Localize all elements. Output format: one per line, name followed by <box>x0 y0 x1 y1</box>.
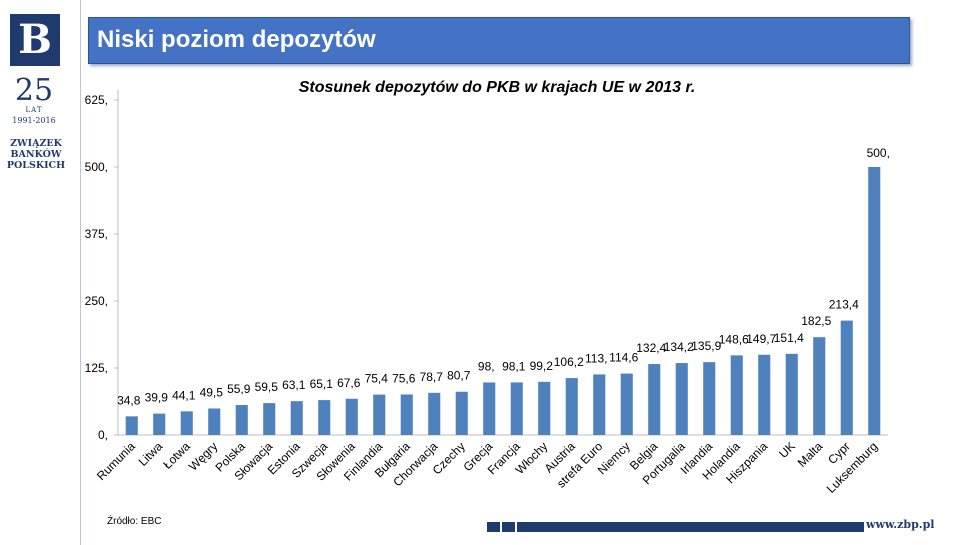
bar-Cypr <box>840 320 853 435</box>
x-tick-label: Luksemburg <box>824 439 881 496</box>
data-label: 34,8 <box>117 393 141 407</box>
data-label: 99,2 <box>530 359 554 373</box>
data-label: 500, <box>867 146 890 160</box>
bar-Niemcy <box>620 373 633 435</box>
footer-square <box>487 522 500 532</box>
bar-Bułgaria <box>400 394 413 435</box>
bar-Holandia <box>730 355 743 435</box>
logo-letter: B <box>18 16 52 63</box>
data-label: 39,9 <box>145 391 169 405</box>
bar-Grecja <box>483 382 496 435</box>
bar-Austria <box>565 378 578 435</box>
x-tick-label: Rumunia <box>94 439 138 483</box>
bar-Malta <box>813 337 826 435</box>
x-tick-label: Malta <box>795 439 826 470</box>
data-label: 55,9 <box>227 382 251 396</box>
anniversary-word: LAT <box>25 106 43 114</box>
data-label: 149,7 <box>746 332 776 346</box>
data-label: 67,6 <box>337 376 361 390</box>
data-label: 65,1 <box>310 377 334 391</box>
bar-Włochy <box>538 381 551 435</box>
footer-square <box>517 522 530 532</box>
bar-Hiszpania <box>758 354 771 435</box>
y-tick-label: 125, <box>85 361 108 375</box>
bar-Finlandia <box>373 394 386 435</box>
zbp-logo: B <box>10 14 60 66</box>
data-label: 49,5 <box>200 385 224 399</box>
source-note: Źródło: EBC <box>107 516 162 527</box>
bar-Słowenia <box>345 398 358 435</box>
y-tick-label: 625, <box>85 93 108 107</box>
org-line-1: ZWIĄZEK <box>10 138 62 149</box>
data-label: 75,6 <box>392 371 416 385</box>
y-tick-label: 250, <box>85 294 108 308</box>
data-label: 63,1 <box>282 378 306 392</box>
brand-sidebar: B 25 LAT 1991-2016 ZWIĄZEK BANKÓW POLSKI… <box>0 0 81 545</box>
bar-Estonia <box>290 401 303 435</box>
data-label: 98, <box>478 359 495 373</box>
bar-UK <box>785 353 798 435</box>
footer-square <box>502 522 515 532</box>
data-label: 182,5 <box>801 314 831 328</box>
org-line-3: POLSKICH <box>6 160 66 171</box>
anniversary-badge: 25 LAT 1991-2016 <box>6 73 62 126</box>
bar-Francja <box>510 382 523 435</box>
bar-Szwecja <box>318 400 331 435</box>
data-label: 148,6 <box>719 332 749 346</box>
bar-Polska <box>235 405 248 435</box>
data-label: 113, <box>585 351 607 365</box>
y-tick-label: 0, <box>98 428 108 442</box>
data-label: 213,4 <box>829 298 859 312</box>
anniversary-years: 1991-2016 <box>12 116 56 125</box>
bar-Luksemburg <box>868 167 881 435</box>
bar-Słowacja <box>263 403 276 435</box>
data-label: 80,7 <box>447 369 471 383</box>
bar-Portugalia <box>675 363 688 435</box>
website-link[interactable]: www.zbp.pl <box>866 518 935 531</box>
y-tick-label: 375, <box>85 227 108 241</box>
data-label: 59,5 <box>255 380 279 394</box>
bar-Węgry <box>208 408 221 435</box>
y-tick-label: 500, <box>85 160 108 174</box>
data-label: 135,9 <box>691 339 721 353</box>
page-title: Niski poziom depozytów <box>97 26 376 53</box>
bar-Czechy <box>455 391 468 435</box>
data-label: 134,2 <box>664 340 694 354</box>
bar-strefa Euro <box>593 374 606 435</box>
data-label: 114,6 <box>609 351 638 365</box>
data-label: 75,4 <box>365 372 389 386</box>
data-label: 78,7 <box>420 370 444 384</box>
chart-title: Stosunek depozytów do PKB w krajach UE w… <box>299 79 696 96</box>
bar-Chorwacja <box>428 392 441 435</box>
bar-Łotwa <box>180 411 193 435</box>
data-label: 151,4 <box>774 331 804 345</box>
bar-Irlandia <box>703 362 716 435</box>
title-banner: Niski poziom depozytów <box>88 17 910 64</box>
footer-bar <box>530 522 864 532</box>
bar-Rumunia <box>125 416 138 435</box>
x-tick-label: Litwa <box>136 439 166 469</box>
data-label: 98,1 <box>502 359 526 373</box>
anniversary-number: 25 <box>14 73 54 108</box>
bar-Litwa <box>153 413 166 435</box>
data-label: 44,1 <box>172 388 196 402</box>
x-tick-label: UK <box>776 439 798 461</box>
data-label: 132,4 <box>636 341 666 355</box>
bar-Belgia <box>648 364 661 435</box>
org-line-2: BANKÓW <box>10 149 62 160</box>
org-name: ZWIĄZEK BANKÓW POLSKICH <box>4 138 68 171</box>
data-label: 106,2 <box>554 355 584 369</box>
